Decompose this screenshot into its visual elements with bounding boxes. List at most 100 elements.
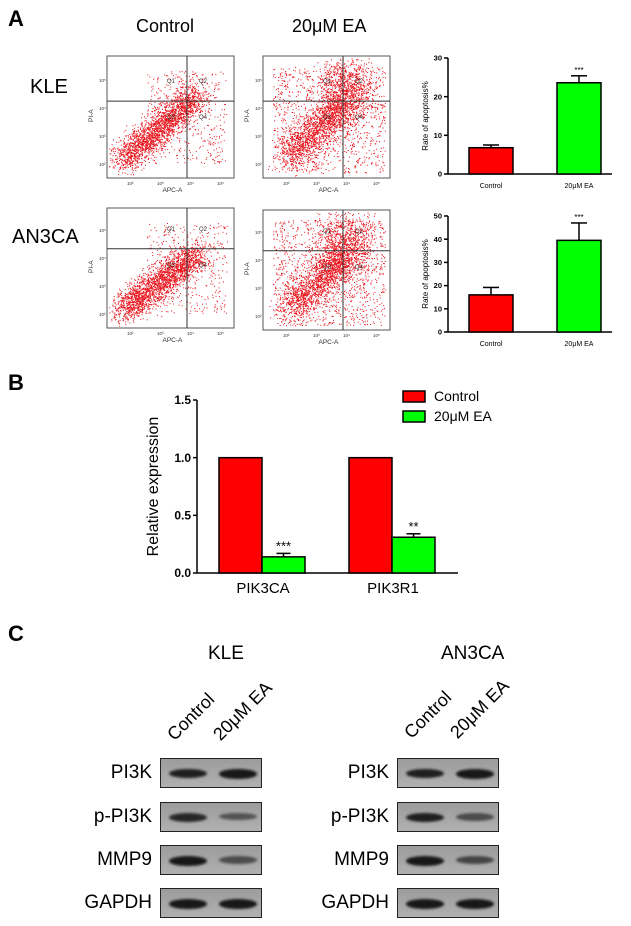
flow-event-dot	[282, 150, 284, 152]
flow-event-dot	[291, 104, 293, 106]
flow-event-dot	[194, 99, 196, 101]
flow-event-dot	[351, 99, 353, 101]
flow-event-dot	[319, 101, 321, 103]
flow-event-dot	[295, 117, 297, 119]
flow-row-label-kle: KLE	[30, 76, 68, 98]
flow-event-dot	[167, 85, 169, 86]
flow-event-dot	[181, 130, 183, 132]
flow-event-dot	[329, 116, 330, 118]
flow-event-dot	[160, 129, 162, 131]
flow-event-dot	[206, 98, 208, 99]
flow-event-dot	[330, 129, 332, 131]
flow-event-dot	[277, 88, 279, 89]
flow-event-dot	[338, 90, 340, 92]
flow-event-dot	[169, 129, 171, 131]
flow-event-dot	[184, 98, 186, 100]
flow-event-dot	[140, 127, 142, 129]
flow-event-dot	[318, 94, 320, 96]
flow-event-dot	[201, 137, 202, 139]
flow-event-dot	[282, 92, 283, 94]
flow-event-dot	[357, 59, 359, 61]
flow-event-dot	[141, 151, 143, 153]
flow-event-dot	[351, 64, 353, 65]
flow-event-dot	[332, 123, 334, 125]
flow-event-dot	[317, 167, 319, 169]
flow-event-dot	[161, 131, 162, 133]
flow-event-dot	[195, 129, 197, 131]
flow-event-dot	[210, 95, 212, 97]
flow-event-dot	[355, 95, 356, 97]
flow-event-dot	[352, 95, 354, 97]
flow-event-dot	[323, 83, 325, 85]
flow-event-dot	[290, 129, 292, 130]
flow-event-dot	[192, 112, 194, 114]
flow-event-dot	[190, 107, 192, 109]
flow-event-dot	[171, 98, 173, 100]
flow-event-dot	[179, 112, 181, 114]
flow-event-dot	[322, 127, 324, 129]
flow-event-dot	[118, 141, 120, 143]
flow-event-dot	[221, 134, 223, 136]
flow-event-dot	[117, 147, 119, 149]
flow-event-dot	[175, 112, 177, 114]
flow-event-dot	[129, 162, 131, 164]
flow-event-dot	[312, 97, 314, 99]
flow-event-dot	[172, 100, 174, 102]
flow-event-dot	[340, 92, 341, 94]
flow-event-dot	[198, 147, 200, 149]
flow-event-dot	[366, 172, 367, 174]
flow-event-dot	[330, 83, 332, 85]
flow-event-dot	[177, 102, 179, 104]
flow-event-dot	[164, 137, 165, 139]
flow-event-dot	[347, 78, 348, 80]
flow-event-dot	[302, 134, 303, 136]
flow-event-dot	[183, 118, 185, 120]
flow-event-dot	[179, 126, 181, 128]
flow-event-dot	[349, 101, 351, 103]
flow-event-dot	[206, 99, 208, 101]
flow-event-dot	[162, 130, 164, 132]
flow-event-dot	[344, 76, 346, 78]
flow-event-dot	[126, 160, 128, 162]
flow-event-dot	[337, 70, 339, 72]
flow-event-dot	[153, 144, 155, 146]
flow-event-dot	[370, 137, 372, 139]
flow-event-dot	[288, 143, 289, 145]
flow-event-dot	[182, 114, 184, 116]
flow-event-dot	[336, 121, 338, 122]
flow-event-dot	[149, 134, 151, 135]
flow-event-dot	[192, 86, 194, 88]
flow-event-dot	[365, 92, 367, 94]
flow-event-dot	[123, 146, 125, 147]
flow-event-dot	[347, 103, 349, 105]
flow-event-dot	[224, 104, 226, 106]
flow-event-dot	[128, 147, 130, 149]
flow-event-dot	[194, 104, 196, 106]
flow-event-dot	[380, 171, 382, 173]
flow-event-dot	[327, 108, 329, 110]
flow-event-dot	[345, 135, 347, 137]
flow-event-dot	[133, 157, 135, 159]
flow-event-dot	[298, 162, 300, 163]
flow-event-dot	[299, 157, 301, 159]
flow-event-dot	[134, 137, 135, 139]
flow-event-dot	[341, 80, 343, 82]
flow-event-dot	[333, 113, 335, 115]
flow-event-dot	[223, 140, 225, 142]
flow-event-dot	[123, 142, 125, 144]
flow-event-dot	[347, 124, 349, 126]
flow-event-dot	[376, 87, 378, 89]
flow-event-dot	[129, 142, 131, 144]
flow-event-dot	[322, 86, 324, 88]
flow-event-dot	[172, 107, 174, 109]
flow-event-dot	[299, 162, 301, 164]
flow-event-dot	[353, 96, 355, 98]
flow-event-dot	[129, 149, 131, 151]
flow-event-dot	[313, 112, 314, 114]
flow-event-dot	[161, 130, 163, 131]
flow-event-dot	[187, 99, 189, 101]
flow-event-dot	[321, 115, 323, 117]
flow-event-dot	[306, 97, 307, 99]
flow-event-dot	[193, 104, 195, 106]
flow-event-dot	[375, 82, 377, 83]
